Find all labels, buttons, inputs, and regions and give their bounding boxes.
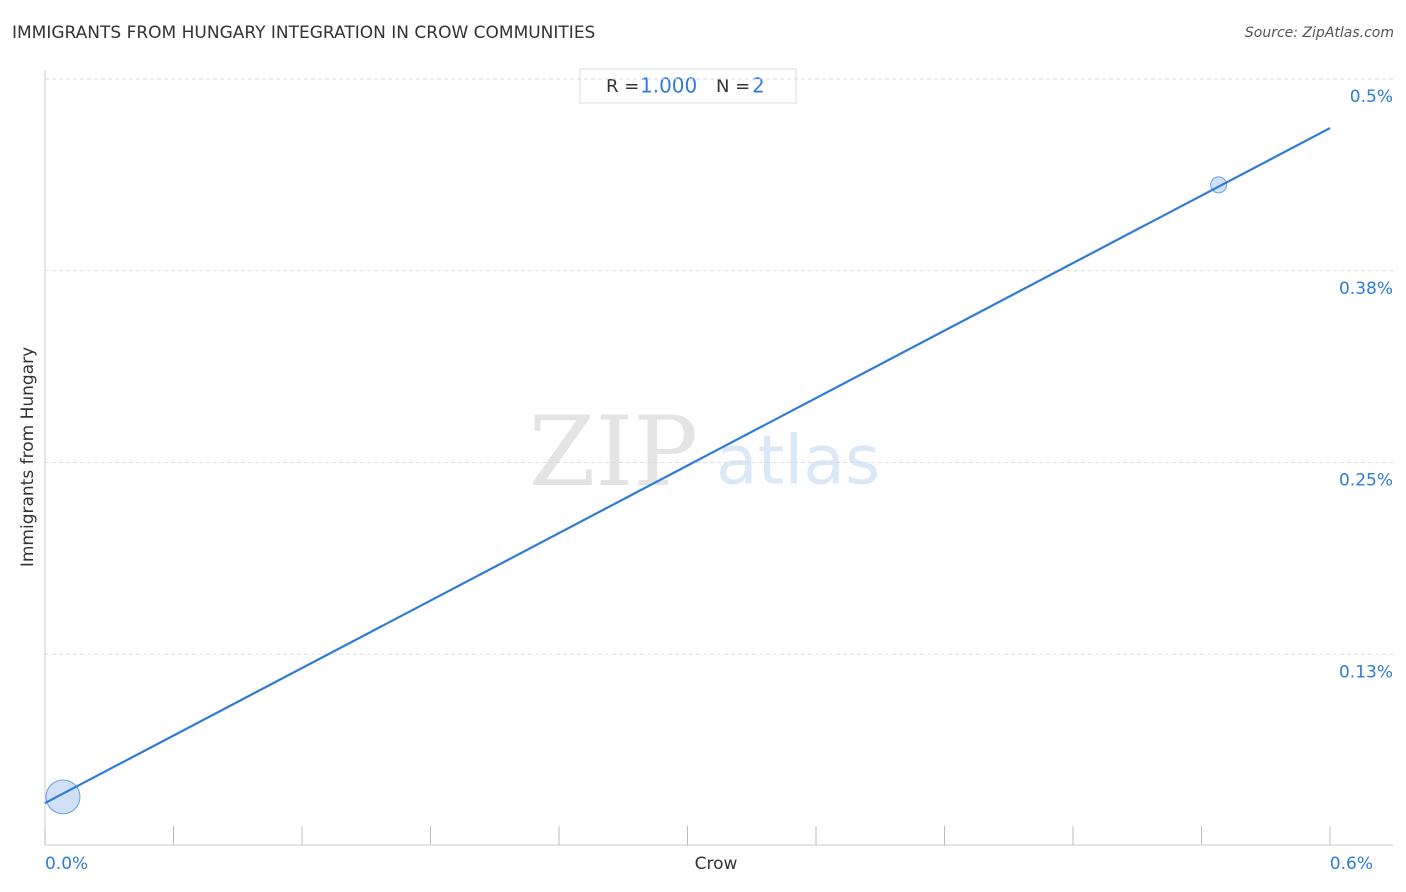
watermark-zip: ZIP [529,396,698,508]
stats-n: 2 [752,74,765,98]
stats-box [579,68,797,104]
point [45,779,81,815]
stats-r: 1.000 [640,74,697,98]
x-tick-label: 0.0% [45,854,88,874]
trend-line [44,127,1331,805]
chart-title: IMMIGRANTS FROM HUNGARY INTEGRATION IN C… [12,23,595,43]
x-axis-label: Crow [695,854,738,874]
source: Source: ZipAtlas.com [1245,25,1394,41]
x-tick-label: 0.6% [1330,854,1373,874]
y-tick-label: 0.38% [1339,279,1393,299]
watermark-atlas: atlas [716,422,880,501]
y-tick-label: 0.25% [1339,471,1393,491]
stats-r-label: R = [606,76,645,97]
stats-n-label: N = [716,76,756,97]
y-tick-label: 0.13% [1339,662,1393,682]
y-tick-label: 0.5% [1350,87,1393,107]
y-axis-label: Immigrants from Hungary [18,347,38,567]
